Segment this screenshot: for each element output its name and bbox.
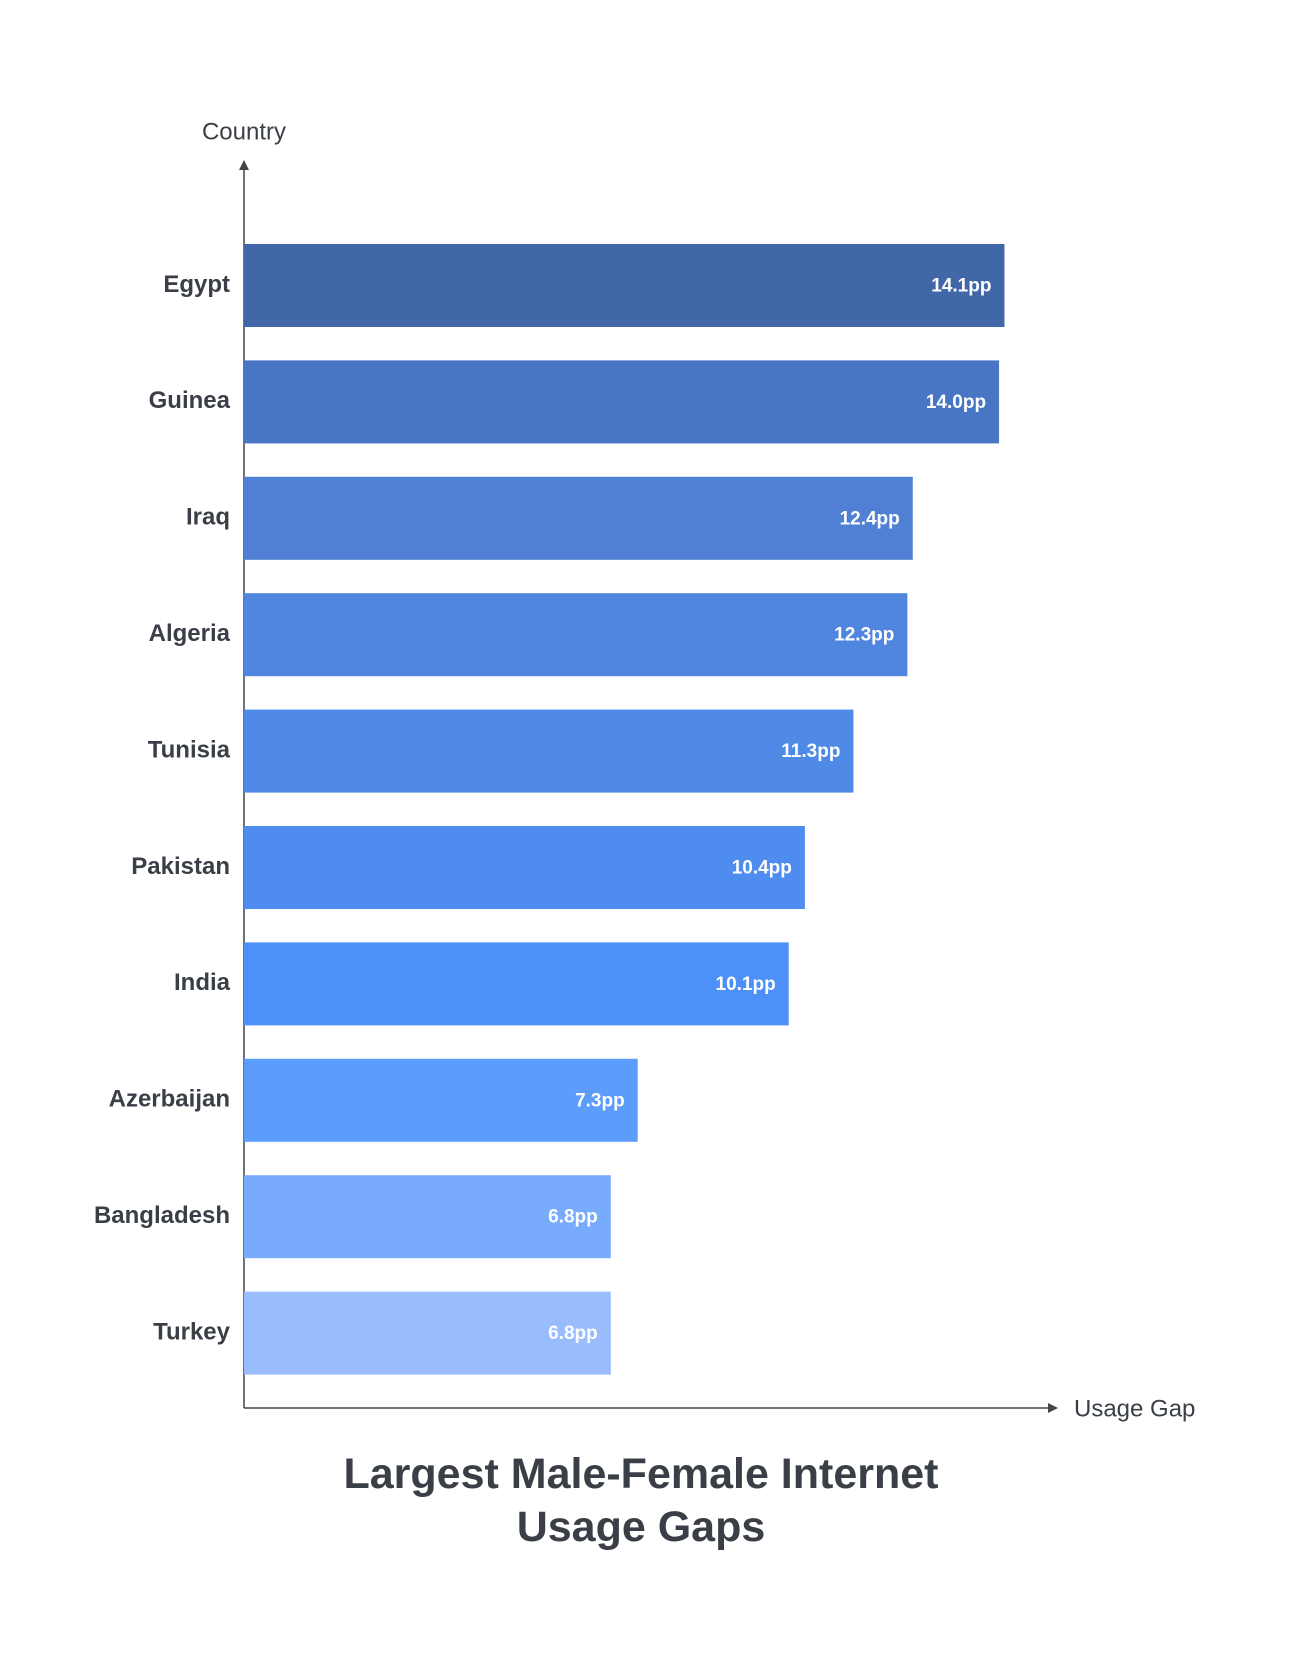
- chart-title: Largest Male-Female Internet Usage Gaps: [343, 1450, 939, 1551]
- value-label: 12.4pp: [840, 508, 900, 529]
- y-axis-title: Country: [202, 118, 286, 145]
- category-label: Tunisia: [148, 736, 231, 763]
- category-label: Egypt: [163, 271, 230, 298]
- bar: [244, 826, 805, 909]
- category-label: Bangladesh: [94, 1202, 230, 1229]
- category-label: Pakistan: [131, 853, 230, 880]
- bar: [244, 593, 908, 677]
- value-label: 6.8pp: [548, 1207, 598, 1228]
- value-label: 12.3pp: [834, 625, 894, 646]
- bar: [244, 942, 789, 1026]
- value-label: 14.1pp: [931, 276, 991, 297]
- value-label: 11.3pp: [781, 741, 840, 762]
- category-label: Turkey: [153, 1318, 231, 1345]
- value-label: 14.0pp: [926, 392, 986, 413]
- category-label: Guinea: [149, 387, 231, 414]
- y-axis-arrow: [239, 160, 249, 170]
- value-label: 10.4pp: [732, 858, 792, 879]
- bar: [244, 244, 1005, 327]
- value-label: 6.8pp: [548, 1323, 598, 1344]
- bar: [244, 1058, 638, 1142]
- x-axis-arrow: [1048, 1403, 1058, 1413]
- category-label: Iraq: [186, 504, 230, 531]
- category-label: Algeria: [149, 620, 231, 647]
- bar: [244, 1291, 611, 1375]
- bar: [244, 476, 913, 560]
- category-label: Azerbaijan: [109, 1086, 230, 1113]
- x-axis-title: Usage Gap: [1074, 1395, 1195, 1422]
- value-label: 10.1pp: [716, 974, 776, 995]
- bar: [244, 1175, 611, 1259]
- category-label: India: [174, 969, 231, 996]
- value-label: 7.3pp: [575, 1090, 625, 1111]
- bar: [244, 360, 1000, 444]
- bar: [244, 709, 854, 793]
